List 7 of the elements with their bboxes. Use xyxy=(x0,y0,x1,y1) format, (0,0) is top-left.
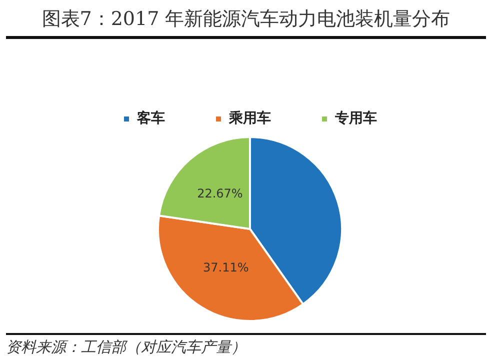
data-label: 37.11% xyxy=(203,260,249,274)
legend-label: 乘用车 xyxy=(228,110,271,127)
legend-label: 客车 xyxy=(136,110,165,127)
text: 资料来源：工信部（对应汽车产量） xyxy=(6,333,486,357)
legend-label: 专用车 xyxy=(334,110,377,127)
data-label: 22.67% xyxy=(197,186,243,200)
chart-title: 图表7：2017 年新能源汽车动力电池装机量分布 xyxy=(6,6,486,39)
